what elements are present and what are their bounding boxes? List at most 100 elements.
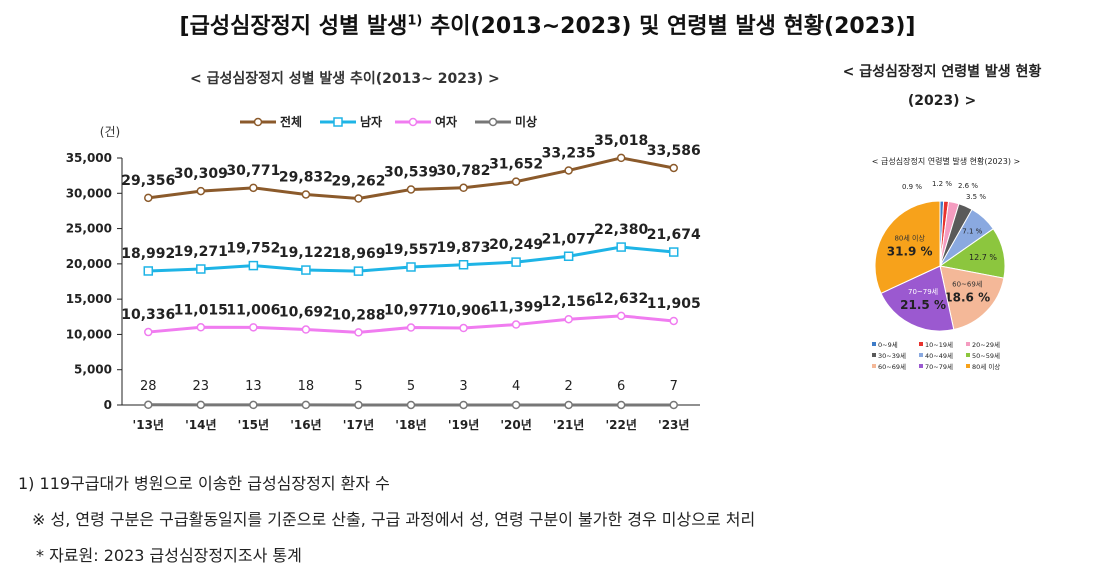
data-label-남자: 18,992 <box>121 246 175 262</box>
pie-slice-name: 80세 이상 <box>894 234 925 243</box>
data-point-남자 <box>668 247 679 257</box>
y-tick-label: 15,000 <box>66 292 112 306</box>
data-point-여자 <box>616 311 626 321</box>
data-label-여자: 12,632 <box>594 291 648 307</box>
pie-legend-swatch <box>919 353 923 357</box>
pie-legend-swatch <box>966 342 970 346</box>
data-label-여자: 10,692 <box>279 305 333 321</box>
data-label-여자: 10,906 <box>437 303 491 319</box>
y-unit-label: (건) <box>100 125 120 139</box>
data-point-미상 <box>564 400 573 410</box>
pie-legend-swatch <box>872 342 876 346</box>
data-label-남자: 21,077 <box>542 231 596 247</box>
data-label-미상: 13 <box>245 379 262 394</box>
pie-chart-title: < 급성심장정지 연령별 발생 현황(2023) > <box>872 156 1020 166</box>
x-tick-label: '14년 <box>185 418 216 432</box>
data-point-남자 <box>353 266 364 276</box>
data-point-여자 <box>459 323 468 333</box>
data-label-남자: 19,122 <box>279 245 333 261</box>
data-label-미상: 4 <box>512 379 520 394</box>
legend-label-전체: 전체 <box>280 114 302 129</box>
data-label-남자: 18,969 <box>331 246 385 262</box>
data-point-미상 <box>669 400 678 410</box>
pie-slice-label: 3.5 % <box>966 193 986 201</box>
line-chart-title: < 급성심장정지 성별 발생 추이(2013~ 2023) > <box>190 71 500 87</box>
data-point-여자 <box>564 314 573 324</box>
x-tick-label: '21년 <box>553 418 584 432</box>
pie-legend-label: 20~29세 <box>972 340 1000 349</box>
data-point-전체 <box>301 190 311 199</box>
data-point-전체 <box>144 193 153 203</box>
data-label-전체: 33,235 <box>542 145 596 161</box>
data-point-미상 <box>511 400 521 410</box>
main-title: [급성심장정지 성별 발생1) 추이(2013~2023) 및 연령별 발생 현… <box>179 13 916 39</box>
y-tick-label: 25,000 <box>66 222 112 236</box>
data-point-전체 <box>406 185 416 194</box>
pie-legend-swatch <box>919 342 923 346</box>
x-tick-label: '15년 <box>238 418 269 432</box>
data-point-남자 <box>511 257 521 267</box>
data-label-미상: 23 <box>193 379 210 394</box>
pie-slice-name: 70~79세 <box>908 287 938 296</box>
legend-label-여자: 여자 <box>435 114 457 129</box>
footnote-1: 1) 119구급대가 병원으로 이송한 급성심장정지 환자 수 <box>18 474 390 493</box>
legend-label-미상: 미상 <box>515 114 537 129</box>
x-tick-label: '22년 <box>605 418 636 432</box>
pie-legend-label: 70~79세 <box>925 362 953 371</box>
data-label-여자: 10,977 <box>384 303 438 319</box>
data-label-전체: 35,018 <box>594 133 648 149</box>
pie-slice-label: 12.7 % <box>969 253 997 262</box>
legend-marker <box>253 117 263 127</box>
data-label-미상: 18 <box>298 379 315 394</box>
data-point-미상 <box>354 400 363 410</box>
data-point-여자 <box>301 325 311 334</box>
pie-slice-60~69세 <box>939 265 1005 331</box>
data-label-전체: 31,652 <box>489 157 543 173</box>
data-point-미상 <box>144 400 153 410</box>
pie-slice-70~79세 <box>880 265 955 332</box>
data-label-미상: 28 <box>140 379 157 394</box>
x-tick-label: '19년 <box>448 418 479 432</box>
data-label-미상: 2 <box>564 379 572 394</box>
pie-legend-label: 60~69세 <box>878 362 906 371</box>
data-point-남자 <box>196 264 206 274</box>
pie-legend-swatch <box>966 353 970 357</box>
data-label-남자: 19,557 <box>384 242 438 258</box>
data-label-남자: 20,249 <box>489 237 543 253</box>
data-label-남자: 19,752 <box>226 241 280 257</box>
data-point-전체 <box>196 186 206 196</box>
data-label-미상: 7 <box>670 379 678 394</box>
data-label-전체: 30,309 <box>174 166 228 182</box>
y-tick-label: 30,000 <box>66 186 112 200</box>
y-tick-label: 20,000 <box>66 257 112 271</box>
data-label-여자: 10,288 <box>331 307 385 323</box>
data-label-남자: 19,873 <box>437 240 491 256</box>
pie-slice-label: 7.1 % <box>962 227 982 235</box>
pie-slice-label: 1.2 % <box>932 180 952 188</box>
data-label-미상: 5 <box>407 379 415 394</box>
legend-marker <box>333 117 343 127</box>
data-point-남자 <box>563 251 574 262</box>
data-label-전체: 30,539 <box>384 164 438 180</box>
x-tick-label: '13년 <box>133 418 164 432</box>
pie-legend-label: 50~59세 <box>972 351 1000 360</box>
pie-slice-name: 60~69세 <box>952 280 982 289</box>
data-label-전체: 30,782 <box>437 163 491 179</box>
pie-slice-label: 21.5 % <box>900 298 946 312</box>
data-label-미상: 3 <box>459 379 467 394</box>
pie-chart-outer-title: < 급성심장정지 연령별 발생 현황 (2023) > <box>842 64 1042 109</box>
legend-label-남자: 남자 <box>360 114 382 129</box>
y-tick-label: 0 <box>104 398 112 412</box>
data-label-여자: 10,336 <box>121 307 175 323</box>
data-label-전체: 29,262 <box>331 173 385 189</box>
y-tick-label: 5,000 <box>74 363 112 377</box>
pie-slice-label: 0.9 % <box>902 183 922 191</box>
data-point-전체 <box>459 183 468 193</box>
data-label-남자: 21,674 <box>647 227 701 243</box>
legend-marker <box>408 117 418 127</box>
data-point-미상 <box>406 400 416 410</box>
data-point-여자 <box>406 323 416 332</box>
y-tick-label: 10,000 <box>66 327 112 341</box>
data-point-미상 <box>616 400 626 410</box>
data-point-전체 <box>249 183 258 193</box>
